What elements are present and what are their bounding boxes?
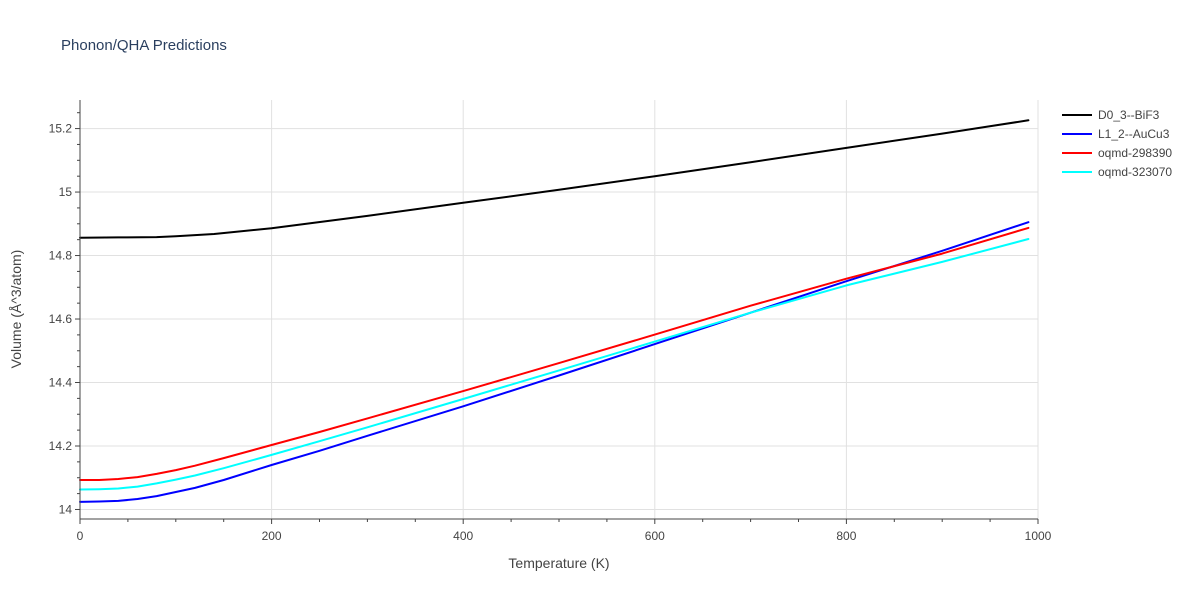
y-tick-label: 14.8 (49, 249, 73, 263)
series-line[interactable] (79, 119, 1030, 239)
axes: 0 200 400 600 800 1000 14 14.2 14.4 14.6 14.8 15 15.… (49, 100, 1052, 543)
legend-label: oqmd-323070 (1098, 165, 1172, 179)
series-line[interactable] (79, 226, 1030, 481)
legend-label: D0_3--BiF3 (1098, 108, 1160, 122)
legend-item[interactable]: L1_2--AuCu3 (1062, 127, 1170, 141)
x-tick-label: 1000 (1025, 529, 1052, 543)
legend-item[interactable]: oqmd-298390 (1062, 146, 1172, 160)
y-tick-label: 14.4 (49, 376, 73, 390)
y-tick-label: 15 (59, 185, 73, 199)
y-tick-label: 14.2 (49, 439, 73, 453)
legend[interactable]: D0_3--BiF3 L1_2--AuCu3 oqmd-298390 oqmd-323… (1062, 108, 1172, 179)
legend-label: oqmd-298390 (1098, 146, 1172, 160)
x-tick-label: 200 (262, 529, 282, 543)
y-tick-label: 14 (59, 502, 73, 516)
legend-item[interactable]: D0_3--BiF3 (1062, 108, 1160, 122)
x-tick-label: 800 (836, 529, 856, 543)
grid (80, 100, 1039, 519)
legend-label: L1_2--AuCu3 (1098, 127, 1170, 141)
x-tick-label: 600 (645, 529, 665, 543)
x-tick-label: 400 (453, 529, 473, 543)
y-tick-label: 14.6 (49, 312, 73, 326)
x-axis-title: Temperature (K) (508, 555, 609, 571)
x-tick-label: 0 (77, 529, 84, 543)
y-tick-label: 15.2 (49, 122, 73, 136)
chart-title: Phonon/QHA Predictions (61, 37, 227, 54)
plot-area (79, 119, 1030, 503)
y-axis-title: Volume (Å^3/atom) (8, 250, 24, 369)
legend-item[interactable]: oqmd-323070 (1062, 165, 1172, 179)
series-line[interactable] (79, 238, 1030, 491)
series-line[interactable] (79, 221, 1030, 503)
